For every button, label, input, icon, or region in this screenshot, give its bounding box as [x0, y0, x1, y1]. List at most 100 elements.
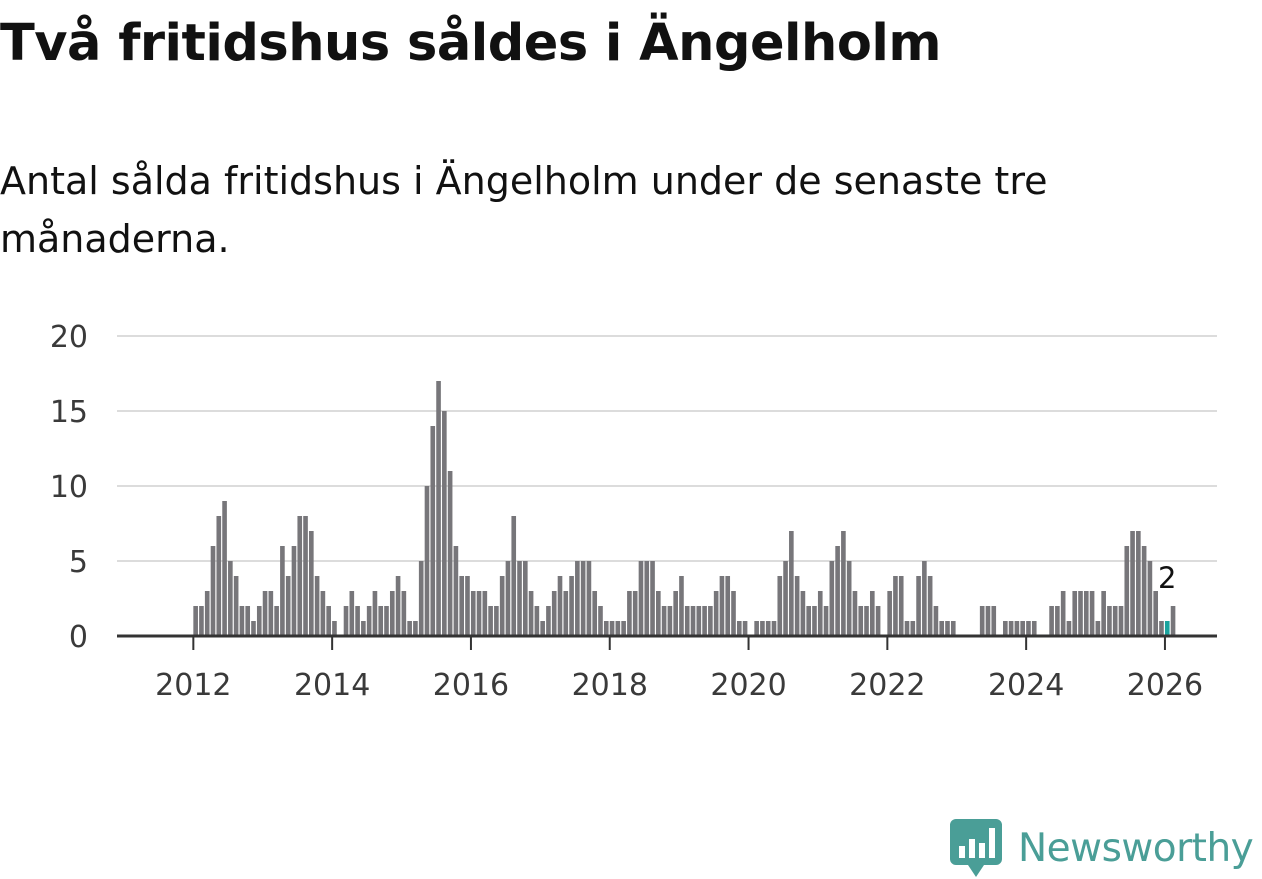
bar — [893, 576, 898, 636]
bar — [378, 606, 384, 636]
x-tick-label: 2014 — [294, 668, 370, 700]
bar — [852, 591, 858, 636]
bar — [1066, 621, 1072, 636]
bar — [245, 606, 251, 636]
bar — [800, 591, 806, 636]
bar — [1089, 591, 1095, 636]
bar — [725, 576, 731, 636]
chart-title: Två fritidshus såldes i Ängelholm — [0, 14, 942, 73]
bar — [262, 591, 268, 636]
bar — [1072, 591, 1078, 636]
brand-name: Newsworthy — [1018, 825, 1254, 871]
bar — [1095, 621, 1101, 636]
bar — [1153, 591, 1159, 636]
newsworthy-bar-chart-icon — [950, 819, 1002, 877]
bar — [575, 561, 580, 636]
bar — [667, 606, 673, 636]
bar — [713, 591, 719, 636]
bar — [985, 606, 991, 636]
bar — [858, 606, 864, 636]
y-tick-label: 20 — [50, 320, 88, 355]
bar — [939, 621, 945, 636]
bar — [841, 531, 846, 636]
bar — [430, 426, 436, 636]
bar — [835, 546, 840, 636]
bar — [1020, 621, 1025, 636]
bar — [696, 606, 702, 636]
bar — [384, 606, 389, 636]
bar — [644, 561, 650, 636]
bar — [222, 501, 227, 636]
x-tick-label: 2022 — [849, 668, 925, 700]
bar — [1026, 621, 1031, 636]
bar — [413, 621, 418, 636]
y-tick-label: 10 — [50, 470, 88, 505]
bar — [1083, 591, 1089, 636]
bar — [401, 591, 407, 636]
bar — [251, 621, 256, 636]
bar — [297, 516, 303, 636]
y-axis-ticks: 0 5 10 15 20 — [50, 320, 88, 655]
bar — [528, 591, 534, 636]
bar — [777, 576, 783, 636]
bar — [1170, 606, 1176, 636]
bar — [627, 591, 632, 636]
grid-lines — [117, 335, 1217, 562]
bar — [736, 621, 742, 636]
bar — [320, 591, 326, 636]
bar — [465, 576, 470, 636]
bar — [1112, 606, 1118, 636]
bar — [875, 606, 881, 636]
bar — [731, 591, 736, 636]
bar — [314, 576, 320, 636]
bar — [864, 606, 869, 636]
bar — [459, 576, 465, 636]
bar — [1141, 546, 1147, 636]
bar — [632, 591, 638, 636]
bar — [228, 561, 233, 636]
x-tick-label: 2012 — [155, 668, 231, 700]
bar — [332, 621, 337, 636]
bar — [470, 591, 476, 636]
bar — [447, 471, 453, 636]
bar — [204, 591, 210, 636]
bar — [742, 621, 748, 636]
y-tick-label: 0 — [69, 620, 88, 655]
bar — [309, 531, 314, 636]
bar — [395, 576, 401, 636]
bar — [563, 591, 569, 636]
bar — [285, 576, 291, 636]
bar — [511, 516, 517, 636]
bar — [268, 591, 274, 636]
bar — [1118, 606, 1124, 636]
bar — [1101, 591, 1106, 636]
bar — [817, 591, 823, 636]
bar — [598, 606, 603, 636]
bar — [303, 516, 308, 636]
bar — [494, 606, 499, 636]
bar — [661, 606, 667, 636]
bar — [1060, 591, 1066, 636]
bar — [1008, 621, 1014, 636]
bar — [771, 621, 777, 636]
bar — [355, 606, 360, 636]
bar — [910, 621, 916, 636]
bar — [621, 621, 626, 636]
bar — [239, 606, 245, 636]
brand: Newsworthy — [950, 818, 1255, 878]
y-tick-label: 5 — [69, 545, 88, 580]
bar — [638, 561, 644, 636]
bar — [546, 606, 551, 636]
bar — [326, 606, 331, 636]
data-label: 2 — [1158, 561, 1176, 595]
bar — [829, 561, 835, 636]
x-axis-ticks: 2012 2014 2016 2018 2020 2022 2024 2026 — [155, 636, 1203, 700]
bar — [349, 591, 355, 636]
bar — [650, 561, 655, 636]
bar — [580, 561, 586, 636]
bar — [823, 606, 829, 636]
bar — [424, 486, 430, 636]
bar — [366, 606, 372, 636]
bar — [783, 561, 788, 636]
bar — [945, 621, 950, 636]
